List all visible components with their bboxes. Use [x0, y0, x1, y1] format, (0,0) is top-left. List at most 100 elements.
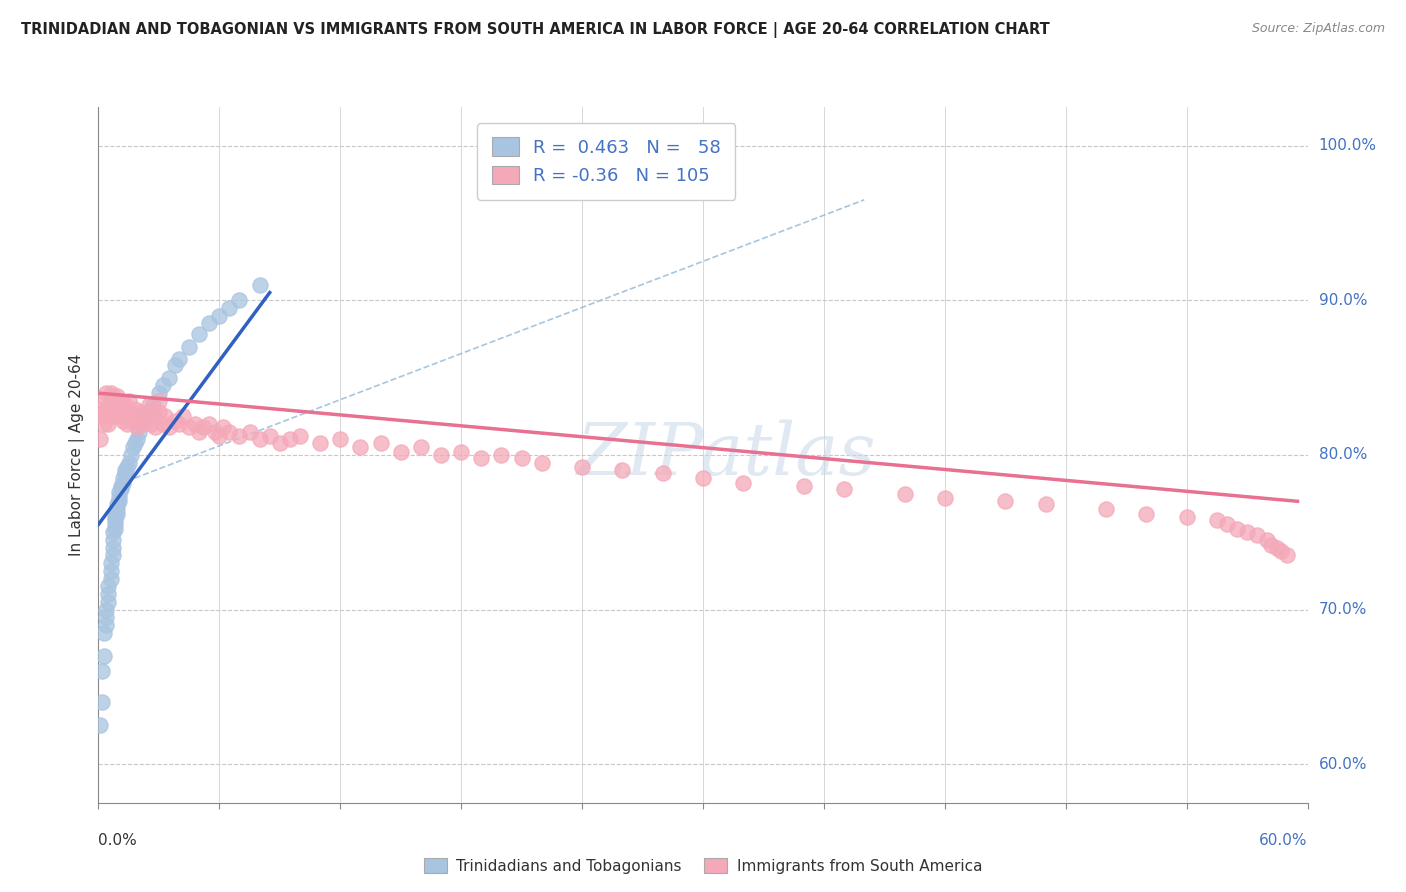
Legend: Trinidadians and Tobagonians, Immigrants from South America: Trinidadians and Tobagonians, Immigrants… — [418, 852, 988, 880]
Text: TRINIDADIAN AND TOBAGONIAN VS IMMIGRANTS FROM SOUTH AMERICA IN LABOR FORCE | AGE: TRINIDADIAN AND TOBAGONIAN VS IMMIGRANTS… — [21, 22, 1050, 38]
Point — [114, 463, 136, 477]
Point — [97, 595, 120, 609]
Point — [100, 564, 122, 578]
Point — [105, 404, 128, 418]
Point — [733, 475, 755, 490]
Point — [110, 393, 132, 408]
Point — [148, 386, 170, 401]
Point — [89, 718, 111, 732]
Text: 90.0%: 90.0% — [1319, 293, 1367, 308]
Point — [103, 409, 125, 424]
Point — [1226, 522, 1249, 536]
Point — [97, 587, 120, 601]
Text: Source: ZipAtlas.com: Source: ZipAtlas.com — [1251, 22, 1385, 36]
Point — [103, 522, 125, 536]
Point — [1035, 497, 1057, 511]
Point — [111, 414, 134, 428]
Point — [107, 490, 129, 504]
Point — [239, 425, 262, 439]
Point — [134, 414, 156, 428]
Point — [107, 409, 129, 424]
Point — [107, 401, 129, 416]
Point — [120, 414, 142, 428]
Point — [111, 401, 134, 416]
Text: ZIPatlas: ZIPatlas — [578, 419, 877, 491]
Point — [832, 482, 855, 496]
Point — [249, 433, 271, 447]
Point — [97, 417, 120, 431]
Point — [1095, 502, 1118, 516]
Text: 100.0%: 100.0% — [1319, 138, 1376, 153]
Point — [114, 399, 136, 413]
Point — [101, 404, 124, 418]
Point — [101, 549, 124, 563]
Point — [93, 625, 115, 640]
Point — [430, 448, 453, 462]
Point — [208, 429, 231, 443]
Point — [103, 393, 125, 408]
Point — [157, 370, 180, 384]
Point — [893, 486, 915, 500]
Point — [329, 433, 352, 447]
Point — [218, 425, 240, 439]
Point — [96, 602, 118, 616]
Point — [110, 479, 132, 493]
Point — [105, 507, 128, 521]
Point — [100, 393, 122, 408]
Point — [111, 475, 134, 490]
Point — [101, 541, 124, 555]
Point — [212, 420, 235, 434]
Point — [148, 393, 170, 408]
Point — [153, 409, 176, 424]
Point — [118, 456, 141, 470]
Point — [125, 433, 148, 447]
Point — [105, 399, 128, 413]
Text: 70.0%: 70.0% — [1319, 602, 1367, 617]
Point — [89, 433, 111, 447]
Point — [93, 393, 115, 408]
Point — [107, 494, 129, 508]
Point — [198, 317, 221, 331]
Point — [138, 404, 160, 418]
Point — [105, 389, 128, 403]
Point — [111, 471, 134, 485]
Point — [96, 409, 118, 424]
Point — [167, 352, 190, 367]
Point — [204, 425, 226, 439]
Point — [121, 409, 143, 424]
Point — [143, 420, 166, 434]
Point — [1256, 533, 1278, 547]
Point — [91, 695, 114, 709]
Point — [115, 460, 138, 475]
Point — [124, 435, 146, 450]
Point — [103, 401, 125, 416]
Text: 80.0%: 80.0% — [1319, 448, 1367, 462]
Point — [409, 440, 432, 454]
Point — [100, 409, 122, 424]
Point — [450, 445, 472, 459]
Point — [389, 445, 412, 459]
Point — [91, 409, 114, 424]
Legend: R =  0.463   N =   58, R = -0.36   N = 105: R = 0.463 N = 58, R = -0.36 N = 105 — [477, 123, 735, 200]
Point — [118, 404, 141, 418]
Point — [288, 429, 311, 443]
Y-axis label: In Labor Force | Age 20-64: In Labor Force | Age 20-64 — [69, 354, 84, 556]
Text: 60.0%: 60.0% — [1260, 833, 1308, 848]
Point — [139, 417, 162, 431]
Point — [128, 409, 150, 424]
Point — [142, 409, 165, 424]
Point — [118, 393, 141, 408]
Point — [138, 399, 160, 413]
Point — [134, 409, 156, 424]
Point — [101, 525, 124, 540]
Point — [100, 572, 122, 586]
Point — [115, 417, 138, 431]
Point — [470, 450, 492, 465]
Point — [1175, 509, 1198, 524]
Point — [97, 579, 120, 593]
Point — [96, 386, 118, 401]
Point — [1135, 507, 1157, 521]
Point — [510, 450, 533, 465]
Point — [1265, 541, 1288, 555]
Point — [218, 301, 240, 315]
